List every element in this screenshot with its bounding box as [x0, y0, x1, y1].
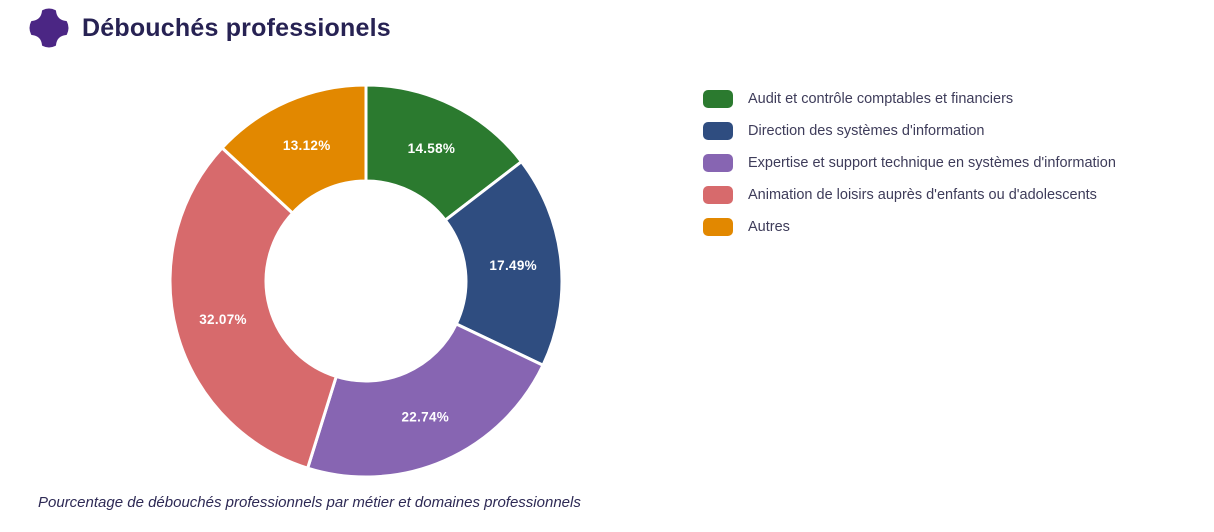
pie-slice-4[interactable]	[220, 83, 368, 215]
legend-swatch-4	[703, 218, 733, 236]
legend-item-3[interactable]: Animation de loisirs auprès d'enfants ou…	[703, 186, 1116, 204]
legend-item-0[interactable]: Audit et contrôle comptables et financie…	[703, 90, 1116, 108]
legend-label-4: Autres	[748, 219, 790, 235]
slice-label-1: 17.49%	[489, 258, 537, 273]
chart-legend: Audit et contrôle comptables et financie…	[703, 90, 1116, 250]
four-point-star-icon	[28, 8, 70, 48]
slice-label-4: 13.12%	[283, 138, 331, 153]
page-title: Débouchés professionels	[82, 13, 391, 42]
legend-item-4[interactable]: Autres	[703, 218, 1116, 236]
legend-label-1: Direction des systèmes d'information	[748, 123, 985, 139]
section-header: Débouchés professionels	[28, 8, 391, 48]
legend-item-2[interactable]: Expertise et support technique en systèm…	[703, 154, 1116, 172]
slice-label-3: 32.07%	[199, 312, 247, 327]
chart-caption: Pourcentage de débouchés professionnels …	[38, 494, 581, 511]
legend-swatch-1	[703, 122, 733, 140]
slice-label-2: 22.74%	[401, 409, 449, 424]
pie-slice-1[interactable]	[443, 160, 564, 367]
legend-swatch-3	[703, 186, 733, 204]
legend-label-0: Audit et contrôle comptables et financie…	[748, 91, 1014, 107]
legend-label-3: Animation de loisirs auprès d'enfants ou…	[748, 187, 1097, 203]
legend-label-2: Expertise et support technique en systèm…	[748, 155, 1116, 171]
donut-chart-container: 14.58% 17.49% 22.74% 32.07% 13.12%	[166, 81, 566, 481]
legend-item-1[interactable]: Direction des systèmes d'information	[703, 122, 1116, 140]
pie-slice-2[interactable]	[306, 322, 545, 479]
pie-slice-0[interactable]	[364, 83, 523, 222]
pie-slice-3[interactable]	[168, 146, 338, 470]
slice-label-0: 14.58%	[408, 141, 456, 156]
legend-swatch-0	[703, 90, 733, 108]
legend-swatch-2	[703, 154, 733, 172]
donut-chart: 14.58% 17.49% 22.74% 32.07% 13.12%	[168, 83, 564, 479]
